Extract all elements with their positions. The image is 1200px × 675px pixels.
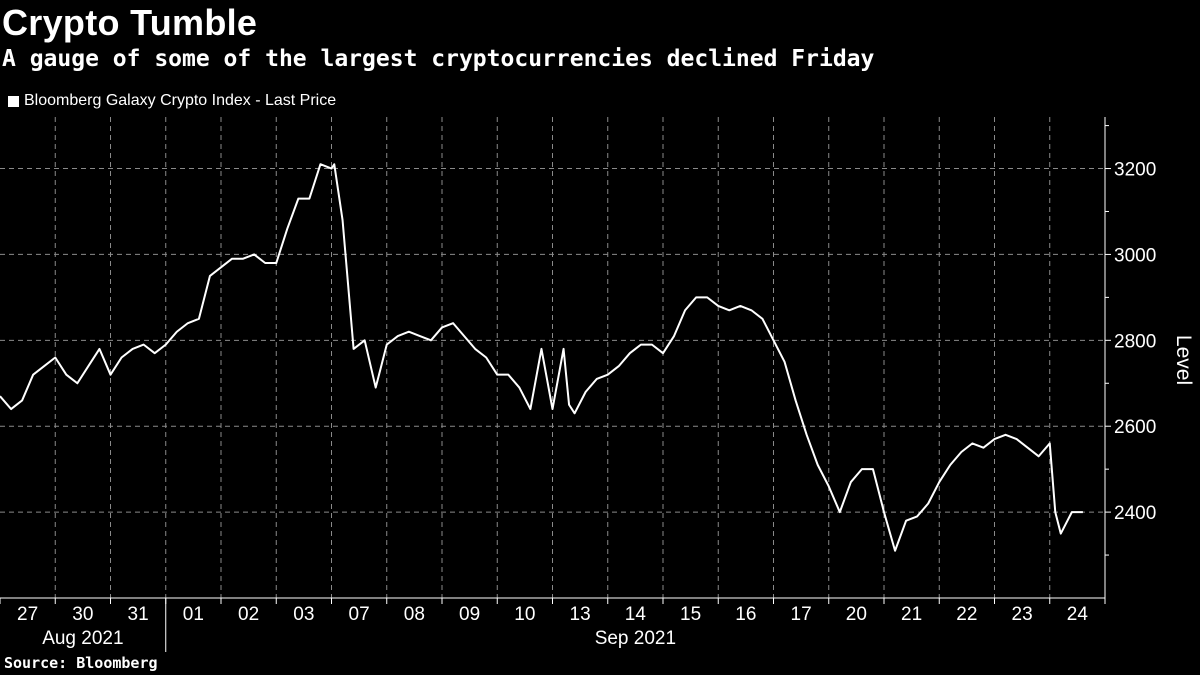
y-axis-title: Level [1172, 335, 1195, 385]
x-tick-label: 30 [72, 604, 93, 625]
x-tick-label: 21 [901, 604, 922, 625]
chart-title: Crypto Tumble [2, 2, 258, 43]
x-tick-label: 23 [1012, 604, 1033, 625]
x-tick-label: 13 [570, 604, 591, 625]
x-group-label: Aug 2021 [42, 628, 123, 649]
x-tick-label: 31 [128, 604, 149, 625]
legend-label: Bloomberg Galaxy Crypto Index - Last Pri… [24, 92, 337, 109]
x-tick-label: 02 [238, 604, 259, 625]
y-tick-label: 3200 [1114, 160, 1156, 181]
x-tick-label: 01 [183, 604, 204, 625]
x-tick-label: 16 [735, 604, 756, 625]
legend-swatch [8, 95, 19, 107]
x-tick-label: 14 [625, 604, 647, 625]
x-tick-label: 09 [459, 604, 480, 625]
y-tick-label: 2800 [1114, 331, 1156, 352]
legend: Bloomberg Galaxy Crypto Index - Last Pri… [8, 91, 336, 111]
series-line [0, 163, 1083, 552]
chart-subtitle: A gauge of some of the largest cryptocur… [2, 46, 875, 72]
y-tick-label: 2600 [1114, 417, 1156, 438]
y-tick-label: 3000 [1114, 245, 1156, 266]
x-tick-label: 08 [404, 604, 425, 625]
x-tick-label: 22 [956, 604, 977, 625]
x-tick-label: 10 [514, 604, 535, 625]
x-tick-label: 17 [791, 604, 812, 625]
source-note: Source: Bloomberg [4, 654, 158, 672]
x-tick-label: 07 [349, 604, 370, 625]
x-tick-label: 03 [293, 604, 314, 625]
x-tick-label: 27 [17, 604, 38, 625]
x-tick-label: 20 [846, 604, 867, 625]
y-tick-label: 2400 [1114, 503, 1156, 524]
x-tick-label: 24 [1067, 604, 1089, 625]
x-group-label: Sep 2021 [595, 628, 676, 649]
x-tick-label: 15 [680, 604, 701, 625]
